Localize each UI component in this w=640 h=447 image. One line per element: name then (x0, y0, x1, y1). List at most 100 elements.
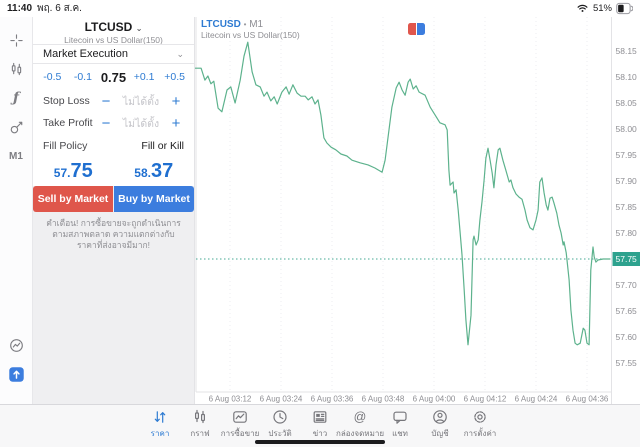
nav-item-settings[interactable]: การตั้งค่า (460, 408, 500, 440)
status-date: พฤ. 6 ส.ค. (37, 3, 82, 14)
nav-item-label: กล่องจดหมาย (335, 429, 385, 438)
current-price-tag (612, 252, 640, 266)
history-icon (273, 410, 287, 424)
sell-price: 57.75 (53, 160, 93, 182)
fill-policy-label: Fill Policy (43, 139, 88, 152)
symbol-selector[interactable]: LTCUSD ⌄ Litecoin vs US Dollar(150) (33, 17, 194, 45)
current-price-tag-label: 57.75 (616, 254, 638, 264)
nav-item-label: แชท (392, 429, 408, 438)
trade-icon (233, 411, 247, 423)
indicators-tool[interactable] (3, 56, 29, 82)
nav-item-trade[interactable]: การซื้อขาย (220, 408, 260, 440)
price-axis-label: 58.15 (616, 46, 638, 56)
volume-dec-large[interactable]: -0.5 (43, 71, 62, 83)
time-axis-label: 6 Aug 04:36 (566, 395, 609, 404)
autotrading-flag-icon[interactable] (408, 23, 425, 35)
time-axis-label: 6 Aug 04:12 (464, 395, 507, 404)
nav-item-label: การซื้อขาย (220, 429, 260, 438)
crosshair-tool[interactable] (3, 27, 29, 53)
trade-panel-toggle[interactable] (3, 361, 29, 387)
take-profit-label: Take Profit (43, 117, 93, 129)
wifi-icon (576, 2, 589, 15)
volume-inc-large[interactable]: +0.5 (164, 71, 186, 83)
nav-item-label: ราคา (150, 429, 170, 438)
time-axis-label: 6 Aug 03:24 (260, 395, 303, 404)
order-symbol: LTCUSD (84, 20, 133, 34)
indicators-icon (11, 62, 21, 75)
crosshair-icon (9, 33, 23, 47)
battery-icon (616, 0, 633, 17)
price-axis-label: 57.55 (616, 358, 638, 368)
execution-warning-text: คำเตือน! การซื้อขายจะถูกดำเนินการตามสภาพ… (46, 218, 181, 251)
settings-icon (474, 411, 486, 423)
stop-loss-minus-button[interactable]: − (101, 92, 111, 110)
chevron-down-icon: ⌄ (135, 24, 143, 33)
volume-dec-small[interactable]: -0.1 (73, 71, 92, 83)
nav-item-quotes[interactable]: ราคา (140, 408, 180, 440)
chart-separator-dot: • (243, 20, 247, 29)
wifi-icon (577, 4, 588, 12)
sell-by-market-button[interactable]: Sell by Market (33, 186, 113, 212)
take-profit-minus-button[interactable]: − (101, 114, 111, 132)
quotes-icon (154, 411, 166, 423)
price-axis-label: 57.95 (616, 150, 638, 160)
nav-item-label: ประวัติ (268, 429, 292, 438)
fill-policy-value: Fill or Kill (141, 139, 184, 152)
order-type-value: Market Execution (43, 48, 128, 60)
time-axis-label: 6 Aug 04:24 (515, 395, 558, 404)
bottom-navigation: ราคา กราฟ การซื้อขาย ประวัติ ข่าว @ กล่องจดหมา… (0, 404, 640, 447)
time-axis-label: 6 Aug 04:00 (413, 395, 456, 404)
time-axis-label: 6 Aug 03:12 (209, 395, 252, 404)
price-line-series (195, 41, 611, 346)
time-axis-label: 6 Aug 03:48 (362, 395, 405, 404)
accounts-icon (433, 410, 447, 424)
nav-item-accounts[interactable]: บัญชี (420, 408, 460, 440)
chart-tool-sidebar: ƒ M1 (0, 17, 33, 404)
stop-loss-value[interactable]: ไม่ได้ตั้ง (122, 95, 160, 108)
stop-loss-plus-button[interactable]: + (171, 92, 181, 110)
buy-price: 58.37 (134, 160, 174, 182)
price-axis-label: 57.70 (616, 280, 638, 290)
news-icon (313, 411, 327, 423)
nav-item-chat[interactable]: แชท (380, 408, 420, 440)
battery-icon (616, 2, 633, 15)
chart-symbol-description: Litecoin vs US Dollar(150) (201, 30, 300, 40)
chart-icon (194, 409, 206, 424)
trade-panel-toggle-icon (8, 366, 24, 382)
battery-percent: 51% (592, 3, 612, 14)
nav-item-mailbox[interactable]: @ กล่องจดหมาย (336, 408, 384, 440)
volume-value[interactable]: 0.75 (100, 69, 127, 85)
chat-icon (393, 411, 407, 424)
svg-text:@: @ (354, 410, 367, 424)
mailbox-icon: @ (354, 410, 367, 424)
price-axis-label: 57.90 (616, 176, 638, 186)
nav-item-news[interactable]: ข่าว (300, 408, 340, 440)
take-profit-plus-button[interactable]: + (171, 114, 181, 132)
one-click-trading-icon (9, 338, 23, 352)
price-chart-canvas: 58.15 58.10 58.05 58.00 57.95 57.90 57.85 57.80… (195, 17, 640, 404)
home-indicator[interactable] (255, 440, 385, 444)
nav-item-chart[interactable]: กราฟ (180, 408, 220, 440)
nav-item-label: การตั้งค่า (463, 429, 497, 438)
buy-by-market-button[interactable]: Buy by Market (114, 186, 194, 212)
chevron-down-icon: ⌄ (176, 48, 184, 59)
fill-policy-select[interactable]: Fill Policy Fill or Kill (33, 134, 194, 157)
take-profit-value[interactable]: ไม่ได้ตั้ง (122, 117, 160, 130)
nav-item-label: บัญชี (431, 429, 449, 438)
price-axis-label: 58.05 (616, 98, 638, 108)
price-axis-label: 58.10 (616, 72, 638, 82)
price-axis-label: 58.00 (616, 124, 638, 134)
order-panel: LTCUSD ⌄ Litecoin vs US Dollar(150) Mark… (33, 17, 195, 404)
function-tool[interactable]: ƒ (12, 90, 20, 106)
one-click-trading-toggle[interactable] (3, 332, 29, 358)
chart-header: LTCUSD • M1 Litecoin vs US Dollar(150) (201, 19, 300, 41)
timeframe-m1[interactable]: M1 (9, 150, 23, 162)
nav-item-history[interactable]: ประวัติ (260, 408, 300, 440)
price-chart[interactable]: 58.15 58.10 58.05 58.00 57.95 57.90 57.85 57.80… (195, 17, 640, 404)
price-axis-label: 57.85 (616, 202, 638, 212)
order-type-select[interactable]: Market Execution ⌄ (33, 45, 194, 63)
time-axis-label: 6 Aug 03:36 (311, 395, 354, 404)
volume-inc-small[interactable]: +0.1 (133, 71, 155, 83)
objects-tool[interactable] (3, 114, 29, 140)
nav-item-label: กราฟ (190, 429, 210, 438)
